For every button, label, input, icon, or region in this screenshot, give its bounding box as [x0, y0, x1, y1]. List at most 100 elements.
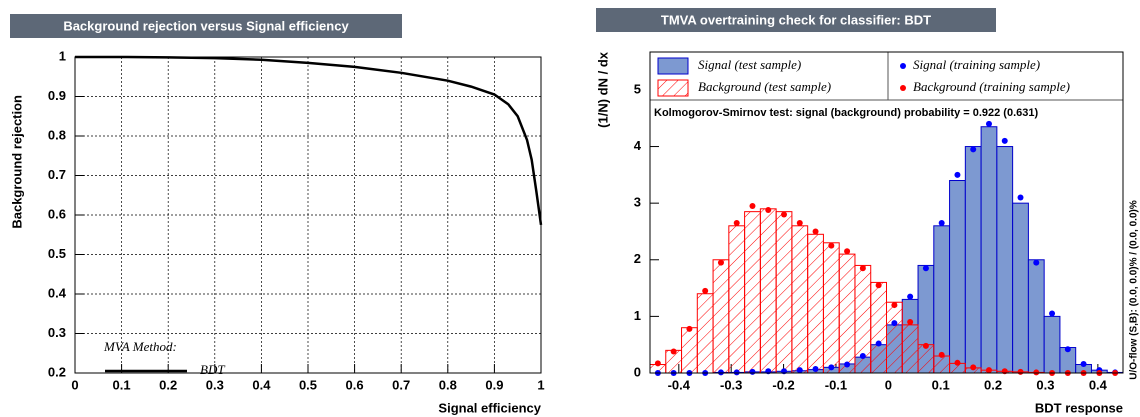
x-axis-title: BDT response	[1035, 400, 1123, 415]
y-tick-label: 2	[634, 251, 641, 266]
training-point	[1017, 194, 1024, 201]
x-tick-label: -0.4	[668, 377, 691, 392]
training-point	[1033, 369, 1040, 376]
training-point	[1064, 346, 1071, 353]
background-bar	[807, 233, 824, 374]
y-tick-label: 0.6	[48, 206, 66, 221]
training-point	[1080, 360, 1087, 367]
plot-frame	[74, 56, 542, 374]
legend-swatch	[657, 57, 689, 75]
annotation: Kolmogorov-Smirnov test: signal (backgro…	[654, 107, 1038, 119]
training-point	[828, 364, 835, 371]
background-bar	[775, 211, 793, 374]
y-tick-label: 0.5	[48, 246, 66, 261]
signal-bar	[933, 225, 951, 374]
roc-curve	[75, 55, 543, 226]
x-tick-label: 0.3	[206, 377, 224, 392]
background-bar	[696, 293, 714, 374]
signal-bar	[980, 126, 998, 374]
training-point	[749, 202, 756, 209]
training-point	[875, 282, 882, 289]
background-bar	[791, 225, 809, 374]
legend-label: Signal (training sample)	[913, 57, 1040, 72]
background-bar	[933, 355, 951, 374]
training-point	[749, 368, 756, 375]
y-tick-label: 0.3	[48, 325, 66, 340]
signal-bar	[1043, 315, 1061, 374]
background-bar	[759, 208, 777, 374]
training-point	[844, 248, 851, 255]
training-point	[654, 360, 661, 367]
x-tick-label: 0	[885, 377, 892, 392]
training-point	[828, 242, 835, 249]
y-tick-label: 0.8	[48, 127, 66, 142]
legend-label: Signal (test sample)	[698, 57, 801, 72]
training-point	[985, 367, 992, 374]
training-point	[670, 348, 677, 355]
background-bar	[870, 281, 888, 374]
legend-title: MVA Method:	[103, 339, 177, 354]
training-point	[907, 293, 914, 300]
training-point	[922, 342, 929, 349]
training-point	[859, 353, 866, 360]
x-tick-label: 0.9	[485, 377, 503, 392]
signal-bar	[996, 146, 1014, 374]
y-tick-label: 0.7	[48, 167, 66, 182]
background-bar	[901, 324, 919, 374]
training-point	[717, 369, 724, 376]
x-tick-label: 0.1	[113, 377, 131, 392]
training-point	[985, 120, 992, 127]
training-point	[781, 211, 788, 218]
y-tick-label: 1	[634, 308, 641, 323]
x-tick-label: 0.1	[932, 377, 950, 392]
background-bar	[838, 253, 856, 374]
title-box	[596, 8, 996, 32]
x-tick-label: 0.3	[1036, 377, 1054, 392]
training-point	[875, 340, 882, 347]
x-tick-label: 1	[537, 377, 544, 392]
legend-marker	[900, 63, 906, 69]
y-tick-label: 3	[634, 195, 641, 210]
training-point	[686, 325, 693, 332]
y-tick-label: 0.2	[48, 364, 66, 379]
signal-bar	[1012, 202, 1029, 374]
x-tick-label: 0.2	[984, 377, 1002, 392]
legend-marker	[900, 85, 906, 91]
training-point	[1033, 259, 1040, 266]
signal-bar	[949, 180, 966, 374]
training-point	[733, 369, 740, 376]
background-bar	[917, 344, 935, 374]
x-tick-label: 0.2	[159, 377, 177, 392]
training-point	[796, 219, 803, 226]
signal-bar	[964, 146, 982, 374]
x-tick-label: -0.2	[772, 377, 794, 392]
training-point	[891, 320, 898, 327]
x-tick-label: 0.5	[299, 377, 317, 392]
training-point	[954, 359, 961, 366]
training-point	[1017, 368, 1024, 375]
x-tick-label: 0.7	[392, 377, 410, 392]
y-axis-title: (1/N) dN / dx	[595, 51, 610, 128]
training-point	[796, 367, 803, 374]
side-label: U/O-flow (S,B): (0.0, 0.0)% / (0.0, 0.0)…	[1129, 200, 1140, 380]
chart-title: Background rejection versus Signal effic…	[63, 18, 349, 33]
training-point	[907, 319, 914, 326]
signal-bar	[1027, 259, 1045, 374]
x-tick-label: 0.4	[252, 377, 271, 392]
x-tick-label: 0	[71, 377, 78, 392]
training-point	[938, 219, 945, 226]
training-point	[812, 228, 819, 235]
training-point	[891, 302, 898, 309]
training-point	[938, 351, 945, 358]
training-point	[859, 265, 866, 272]
background-bar	[744, 211, 761, 374]
y-tick-label: 0.4	[48, 285, 67, 300]
legend-box	[887, 51, 1124, 101]
training-point	[954, 171, 961, 178]
training-point	[765, 206, 772, 213]
x-axis-title: Signal efficiency	[438, 400, 541, 415]
y-axis-title: Background rejection	[9, 95, 24, 229]
training-point	[844, 361, 851, 368]
background-bar	[728, 225, 746, 374]
